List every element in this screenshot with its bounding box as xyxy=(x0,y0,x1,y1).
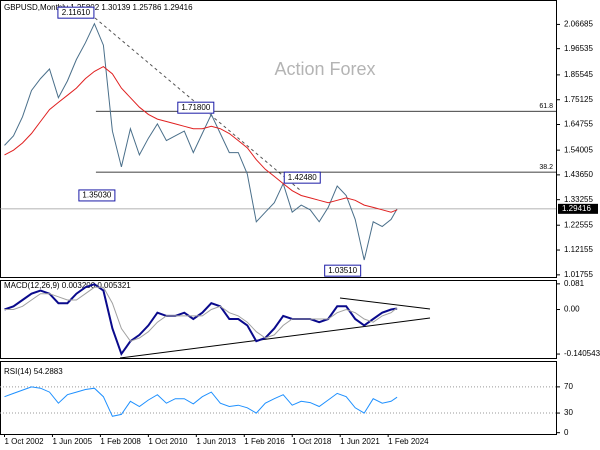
y-tick-label: 1.12155 xyxy=(564,245,593,254)
x-tick-label: 1 Feb 2016 xyxy=(244,437,285,446)
series-line xyxy=(4,66,398,213)
y-tick-label: 0.081 xyxy=(564,279,585,288)
x-tick-label: 1 Oct 2018 xyxy=(292,437,332,446)
y-tick-label: 1.22555 xyxy=(564,220,593,229)
annotation-label: 1.03510 xyxy=(328,266,357,275)
fib-label: 61.8 xyxy=(539,103,553,110)
last-price-label: 1.29416 xyxy=(562,204,591,213)
x-tick-label: 1 Oct 2002 xyxy=(4,437,44,446)
y-tick-label: -0.140543 xyxy=(564,349,600,358)
annotation-box xyxy=(177,101,215,114)
annotation-label: 1.71800 xyxy=(181,103,210,112)
y-tick-label: 0 xyxy=(564,428,569,437)
y-tick-label: 1.75125 xyxy=(564,95,593,104)
last-price-box xyxy=(558,203,598,214)
y-tick-label: 1.54005 xyxy=(564,145,593,154)
y-tick-label: 1.43650 xyxy=(564,170,593,179)
rsi-panel xyxy=(0,361,557,435)
x-tick-label: 1 Feb 2024 xyxy=(388,437,429,446)
trend-line xyxy=(119,317,431,359)
annotation-label: 2.11610 xyxy=(62,8,91,17)
annotation-box xyxy=(324,264,362,277)
watermark: Action Forex xyxy=(274,59,375,79)
x-tick-label: 1 Jun 2005 xyxy=(52,437,92,446)
panel-title: MACD(12,26,9) 0.003200 0.005321 xyxy=(4,281,131,290)
series-line xyxy=(4,286,398,342)
y-tick-label: 1.01755 xyxy=(564,270,593,279)
x-tick-label: 1 Oct 2010 xyxy=(148,437,188,446)
y-tick-label: 1.33255 xyxy=(564,195,593,204)
annotation-box xyxy=(78,189,116,202)
series-line xyxy=(4,22,398,261)
y-tick-label: 30 xyxy=(564,408,573,417)
y-tick-label: 1.96535 xyxy=(564,44,593,53)
annotation-box xyxy=(283,171,321,184)
macd-panel xyxy=(0,280,557,359)
trend-line xyxy=(339,297,431,310)
annotation-label: 1.42480 xyxy=(288,173,317,182)
fib-label: 38.2 xyxy=(539,164,553,171)
y-tick-label: 1.64755 xyxy=(564,120,593,129)
series-line xyxy=(4,386,398,417)
y-tick-label: 1.85545 xyxy=(564,70,593,79)
x-tick-label: 1 Jun 2021 xyxy=(340,437,380,446)
x-tick-label: 1 Feb 2008 xyxy=(100,437,141,446)
y-tick-label: 70 xyxy=(564,382,573,391)
annotation-box xyxy=(57,6,95,19)
panel-title: RSI(14) 54.2883 xyxy=(4,367,63,376)
chart-title: GBPUSD,Monthly 1.25802 1.30139 1.25786 1… xyxy=(4,3,193,12)
y-tick-label: 0.00 xyxy=(564,305,580,314)
y-tick-label: 2.06685 xyxy=(564,20,593,29)
annotation-label: 1.35030 xyxy=(82,191,111,200)
price-panel xyxy=(0,0,557,278)
x-tick-label: 1 Jun 2013 xyxy=(196,437,236,446)
